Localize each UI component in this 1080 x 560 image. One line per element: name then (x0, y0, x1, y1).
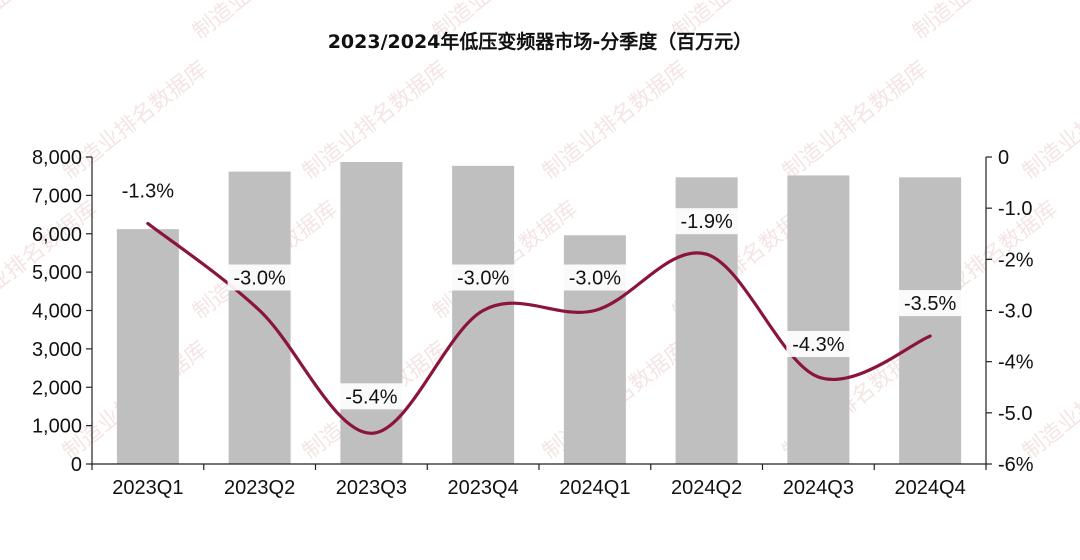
left-tick-label: 5,000 (32, 262, 82, 284)
logo-icon (9, 529, 33, 551)
right-tick-label: -2% (998, 249, 1034, 271)
x-tick-label: 2023Q1 (112, 477, 183, 499)
growth-line (146, 221, 932, 435)
bar (116, 229, 179, 464)
x-tick-label: 2024Q4 (895, 477, 966, 499)
bar (899, 177, 962, 464)
data-label: -3.0% (234, 268, 286, 290)
bar (452, 165, 515, 465)
right-tick-label: -3.0 (998, 301, 1032, 323)
x-tick-label: 2024Q1 (559, 477, 630, 499)
bar (340, 161, 403, 464)
watermark-text: 制造业排名数据库 (1018, 57, 1080, 185)
data-label: -4.3% (792, 334, 844, 356)
data-label: -3.0% (569, 268, 621, 290)
bar-series (116, 161, 962, 465)
data-label: -1.3% (122, 181, 174, 203)
right-tick-label: -6% (998, 454, 1034, 476)
left-tick-label: 8,000 (32, 147, 82, 169)
data-label-bg (674, 208, 739, 235)
data-label-bg (227, 264, 292, 291)
data-label: -1.9% (681, 211, 733, 233)
watermark-text: 制造业排名数据库 (188, 0, 342, 45)
data-label-bg (115, 177, 180, 204)
data-label-bg (786, 331, 851, 358)
watermark-text: 制造业排名数据库 (538, 57, 692, 185)
data-label-bg (562, 264, 627, 291)
x-tick-label: 2024Q3 (783, 477, 854, 499)
right-tick-label: -1.0 (998, 198, 1032, 220)
left-tick-label: 7,000 (32, 185, 82, 207)
data-label: -3.5% (904, 293, 956, 315)
logo-icon-dot (17, 536, 25, 544)
watermark-text: 制造业排名数据库 (778, 57, 932, 185)
right-tick-label: -4% (998, 352, 1034, 374)
left-tick-label: 0 (71, 454, 82, 476)
data-label: -3.0% (457, 268, 509, 290)
data-label-bg (898, 290, 963, 317)
data-labels: -1.3% -3.0% -5.4% -3.0% -3.0% -1.9% -4.3% -3.5% (115, 177, 963, 410)
x-tick-label: 2023Q3 (336, 477, 407, 499)
x-tick-label: 2023Q2 (224, 477, 295, 499)
watermark-text: 制造业排名数据库 (908, 0, 1062, 45)
x-tick-label: 2023Q4 (448, 477, 519, 499)
logo-text: 大数跨境 (52, 529, 132, 553)
watermark-text: 制造业排名数据库 (0, 0, 102, 45)
right-tick-label: -5.0 (998, 403, 1032, 425)
data-label-bg (339, 383, 404, 410)
axes: 0 1,000 2,000 3,000 4,000 5,000 6,000 7,000 8,00… (32, 147, 1034, 499)
bar (228, 171, 291, 464)
line-series (146, 221, 932, 435)
chart-title: 2023/2024年低压变频器市场-分季度（百万元） (328, 30, 753, 53)
right-tick-label: 0 (998, 147, 1009, 169)
left-tick-label: 6,000 (32, 224, 82, 246)
left-tick-label: 1,000 (32, 416, 82, 438)
data-label-bg (451, 264, 516, 291)
x-tick-label: 2024Q2 (671, 477, 742, 499)
brand-logo: 大数跨境 (9, 529, 132, 553)
left-tick-label: 4,000 (32, 301, 82, 323)
left-tick-label: 3,000 (32, 339, 82, 361)
data-label: -5.4% (345, 386, 397, 408)
bar (787, 175, 850, 465)
left-tick-label: 2,000 (32, 377, 82, 399)
